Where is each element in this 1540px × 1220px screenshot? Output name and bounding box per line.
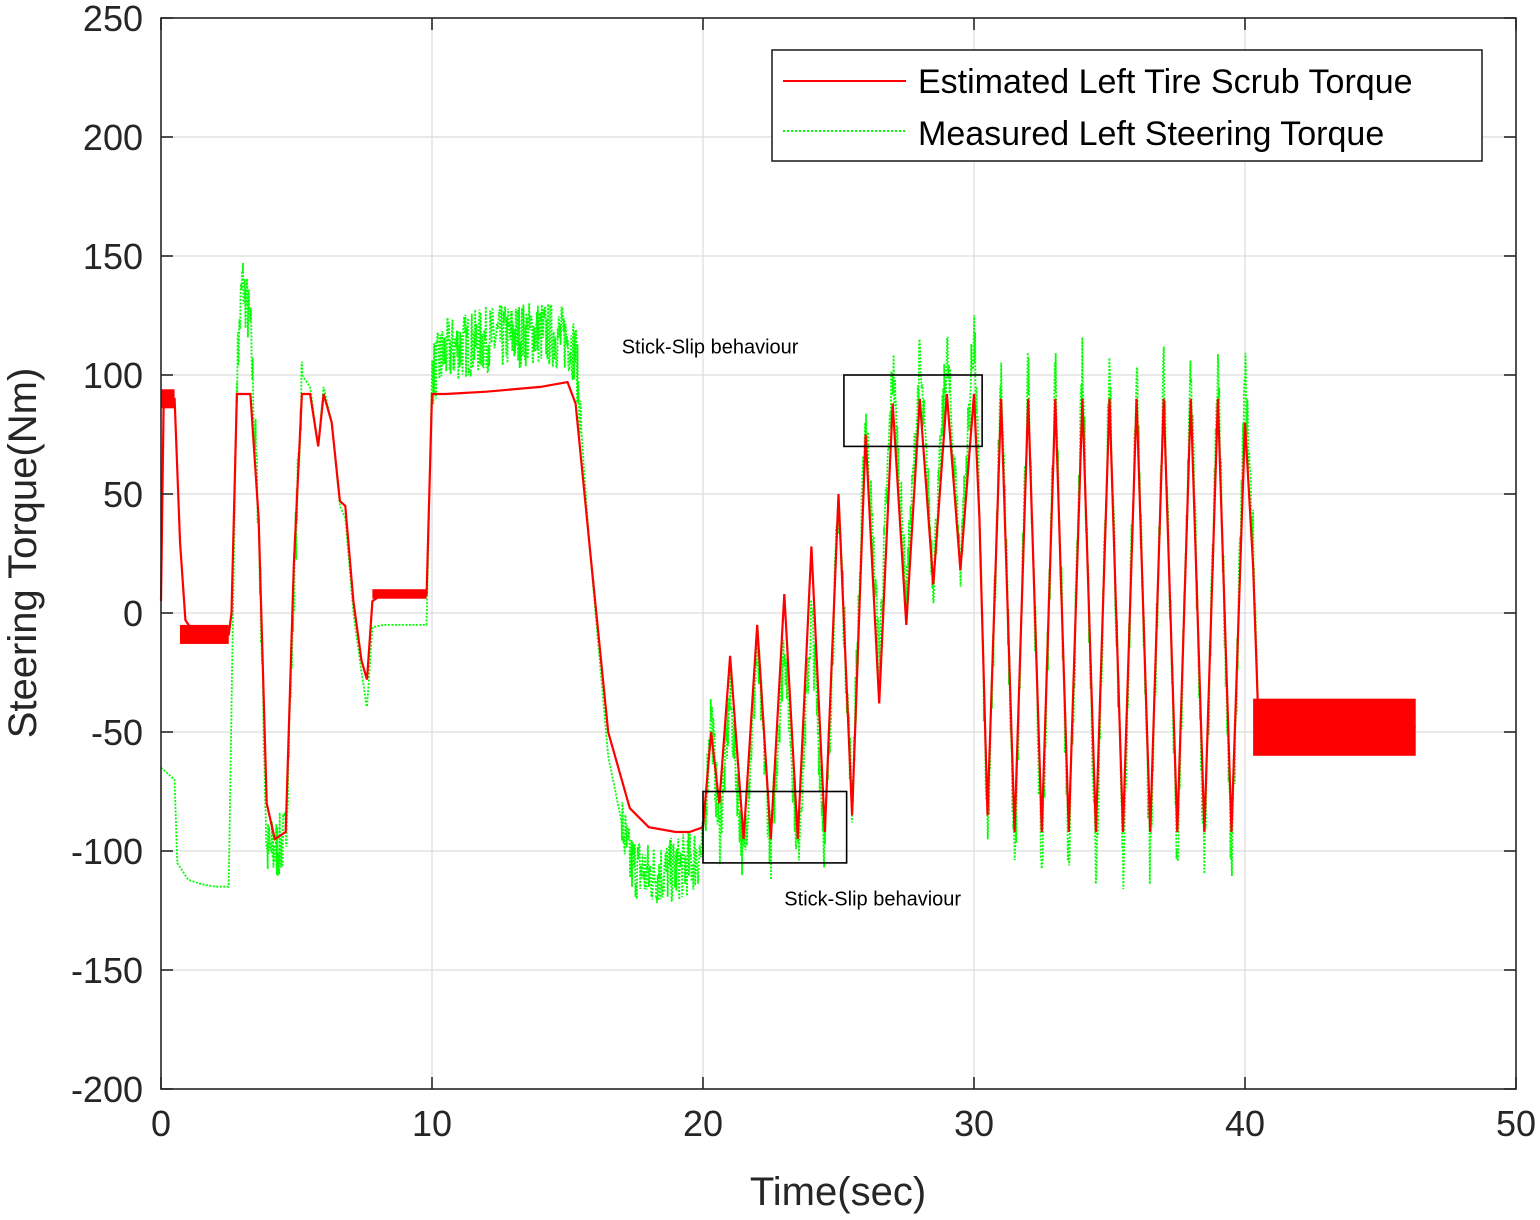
x-tick-label: 10 [412,1103,452,1144]
legend-label-measured: Measured Left Steering Torque [918,115,1384,153]
y-axis-label: Steering Torque(Nm) [1,368,45,739]
axis-ticks: 0 10 20 30 40 50 -200 -150 -100 -50 0 50 100 150 200 25… [71,0,1536,1144]
series-line-estimated [159,380,1416,841]
y-tick-label: 200 [83,117,143,158]
y-tick-label: 100 [83,355,143,396]
x-tick-label: 0 [151,1103,171,1144]
y-tick-label: 50 [103,474,143,515]
stick-slip-box [843,374,983,448]
legend-box [771,49,1483,162]
x-axis-label: Time(sec) [750,1170,926,1214]
series-layer [159,262,1416,904]
x-tick-label: 40 [1225,1103,1265,1144]
legend: Estimated Left Tire Scrub Torque Measure… [771,49,1483,162]
y-tick-label: 0 [123,593,143,634]
stick-slip-annotation: Stick-Slip behaviour [622,337,799,359]
legend-label-estimated: Estimated Left Tire Scrub Torque [918,63,1413,101]
x-tick-label: 50 [1496,1103,1536,1144]
annotations: Stick-Slip behaviour Stick-Slip behaviour [622,337,983,911]
plot-background [161,18,1516,1089]
y-tick-label: 250 [83,0,143,39]
x-tick-label: 20 [683,1103,723,1144]
y-tick-label: -50 [91,712,143,753]
y-tick-label: 150 [83,236,143,277]
stick-slip-box [702,790,848,864]
x-tick-label: 30 [954,1103,994,1144]
y-tick-label: -100 [71,831,143,872]
stick-slip-annotation: Stick-Slip behaviour [784,889,961,911]
y-tick-label: -200 [71,1069,143,1110]
plot-frame [160,17,1517,1090]
y-tick-label: -150 [71,950,143,991]
